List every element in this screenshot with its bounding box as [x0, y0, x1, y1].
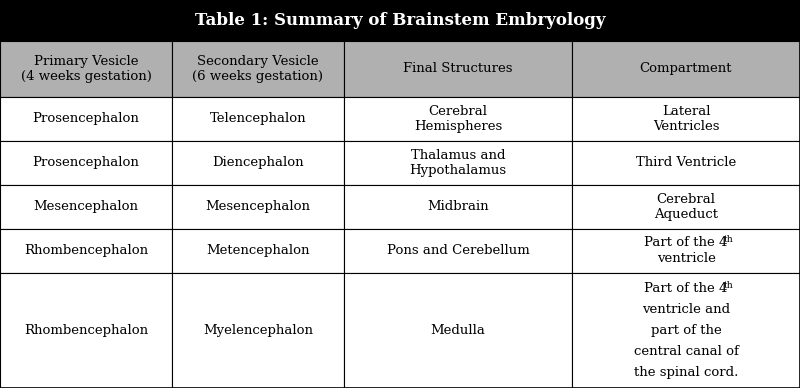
Text: Lateral
Ventricles: Lateral Ventricles — [653, 105, 719, 133]
Text: Telencephalon: Telencephalon — [210, 112, 306, 125]
Bar — [0, 41, 172, 97]
Text: Cerebral
Aqueduct: Cerebral Aqueduct — [654, 192, 718, 221]
Bar — [172, 229, 344, 272]
Bar — [344, 141, 572, 185]
Bar — [572, 141, 800, 185]
Bar — [344, 41, 572, 97]
Bar — [0, 97, 172, 141]
Text: th: th — [723, 235, 733, 244]
Text: Third Ventricle: Third Ventricle — [636, 156, 736, 169]
Text: Pons and Cerebellum: Pons and Cerebellum — [386, 244, 530, 257]
Bar — [172, 97, 344, 141]
Text: Final Structures: Final Structures — [403, 62, 513, 76]
Text: Prosencephalon: Prosencephalon — [33, 112, 139, 125]
Bar — [0, 229, 172, 272]
Text: Rhombencephalon: Rhombencephalon — [24, 244, 148, 257]
Text: Compartment: Compartment — [640, 62, 732, 76]
Text: Cerebral
Hemispheres: Cerebral Hemispheres — [414, 105, 502, 133]
Text: central canal of: central canal of — [634, 345, 738, 358]
Text: Metencephalon: Metencephalon — [206, 244, 310, 257]
Text: Primary Vesicle
(4 weeks gestation): Primary Vesicle (4 weeks gestation) — [21, 55, 151, 83]
Bar — [344, 185, 572, 229]
Bar — [172, 41, 344, 97]
Bar — [572, 272, 800, 388]
Bar — [172, 272, 344, 388]
Text: Thalamus and
Hypothalamus: Thalamus and Hypothalamus — [410, 149, 506, 177]
Bar — [0, 0, 800, 41]
Bar — [572, 97, 800, 141]
Text: Myelencephalon: Myelencephalon — [203, 324, 313, 337]
Text: Midbrain: Midbrain — [427, 200, 489, 213]
Bar — [344, 272, 572, 388]
Bar — [572, 185, 800, 229]
Text: Diencephalon: Diencephalon — [212, 156, 304, 169]
Text: ventricle: ventricle — [657, 253, 715, 265]
Text: Part of the 4: Part of the 4 — [644, 282, 728, 295]
Bar — [344, 97, 572, 141]
Text: Mesencephalon: Mesencephalon — [34, 200, 138, 213]
Text: Mesencephalon: Mesencephalon — [206, 200, 310, 213]
Bar — [172, 141, 344, 185]
Text: Part of the 4: Part of the 4 — [644, 236, 728, 249]
Text: the spinal cord.: the spinal cord. — [634, 366, 738, 379]
Text: part of the: part of the — [650, 324, 722, 337]
Bar — [572, 229, 800, 272]
Text: Secondary Vesicle
(6 weeks gestation): Secondary Vesicle (6 weeks gestation) — [193, 55, 323, 83]
Text: ventricle and: ventricle and — [642, 303, 730, 316]
Text: Prosencephalon: Prosencephalon — [33, 156, 139, 169]
Bar — [572, 41, 800, 97]
Text: Table 1: Summary of Brainstem Embryology: Table 1: Summary of Brainstem Embryology — [194, 12, 606, 29]
Bar — [344, 229, 572, 272]
Text: Rhombencephalon: Rhombencephalon — [24, 324, 148, 337]
Bar — [172, 185, 344, 229]
Bar — [0, 141, 172, 185]
Bar — [0, 185, 172, 229]
Text: th: th — [723, 281, 733, 289]
Text: Medulla: Medulla — [430, 324, 486, 337]
Bar — [0, 272, 172, 388]
